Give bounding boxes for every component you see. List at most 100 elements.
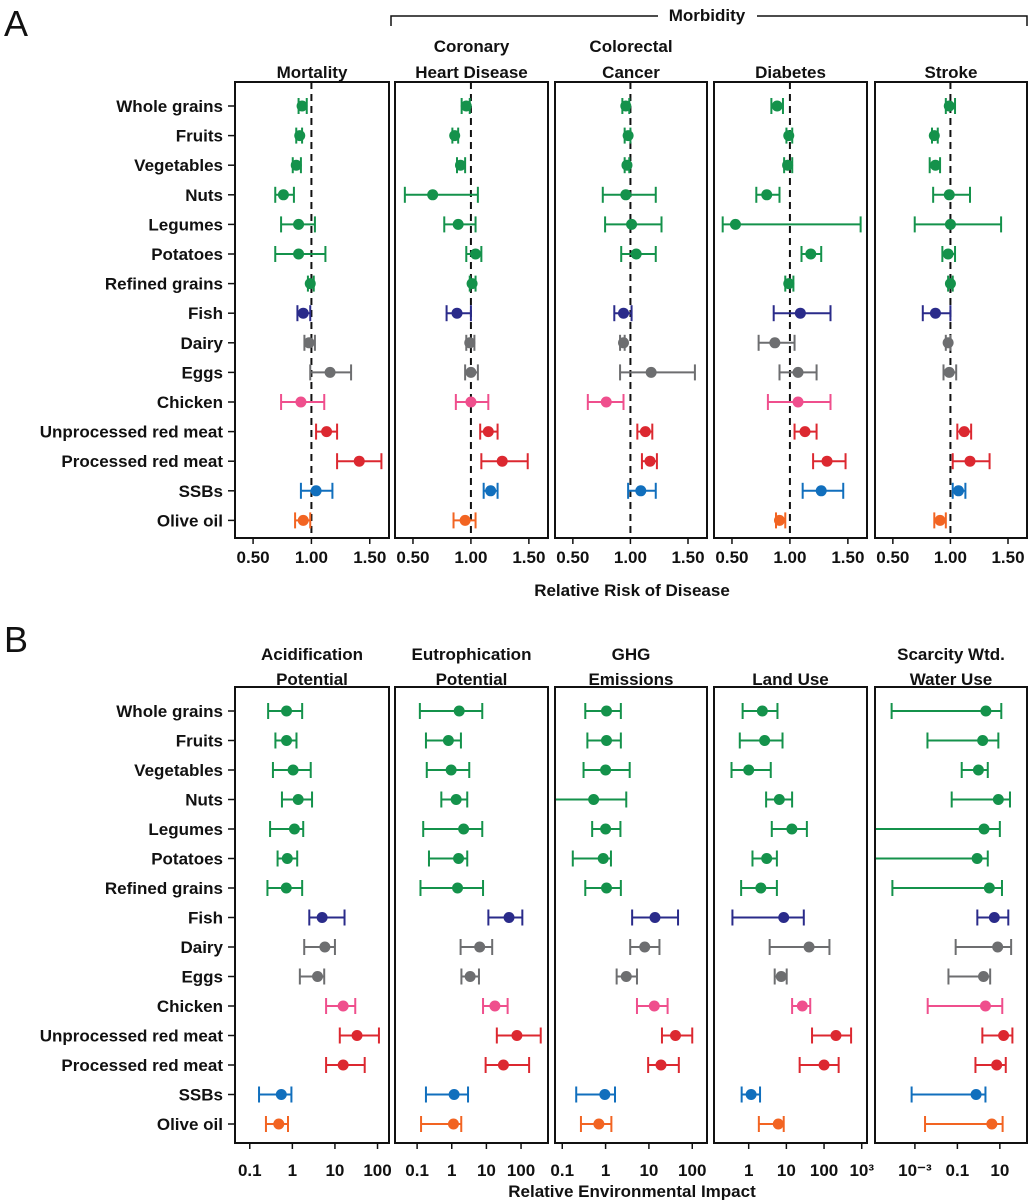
point-estimate — [451, 307, 463, 319]
point-estimate — [775, 971, 787, 982]
error-bar-potatoes — [620, 246, 657, 262]
point-estimate — [601, 882, 613, 894]
row-label: Chicken — [157, 997, 223, 1016]
point-estimate — [729, 218, 741, 230]
error-bar-vegetables — [928, 157, 942, 174]
row-label: Processed red meat — [61, 1056, 223, 1075]
x-tick-label: 1.00 — [773, 548, 806, 567]
error-bar-dairy — [303, 334, 316, 351]
panel-title: Acidification — [261, 645, 363, 664]
point-estimate — [992, 941, 1004, 953]
point-estimate — [759, 735, 771, 746]
panel-title: GHG — [612, 645, 651, 664]
point-estimate — [944, 278, 956, 290]
error-bar-vegetables — [782, 157, 794, 174]
error-bar-whole-grains — [890, 703, 1003, 719]
point-estimate — [427, 189, 439, 201]
x-tick-label: 1.50 — [671, 548, 704, 567]
row-label: Vegetables — [134, 156, 223, 175]
error-bar-legumes — [721, 216, 862, 233]
point-estimate — [943, 100, 955, 112]
point-estimate — [337, 1059, 349, 1071]
point-estimate — [830, 1030, 842, 1041]
error-bar-fruits — [294, 127, 306, 144]
row-label: Fish — [188, 304, 223, 323]
point-estimate — [618, 307, 630, 319]
point-estimate — [669, 1030, 681, 1041]
error-bar-eggs — [942, 364, 958, 381]
row-label: Whole grains — [116, 97, 223, 116]
point-estimate — [281, 853, 293, 864]
error-bar-legumes — [422, 821, 484, 837]
error-bar-nuts — [950, 791, 1011, 808]
point-estimate — [645, 366, 657, 378]
x-tick-label: 10³ — [849, 1161, 874, 1180]
point-estimate — [600, 823, 612, 835]
error-bar-processed-red-meat — [974, 1057, 1007, 1073]
error-bar-chicken — [325, 998, 357, 1014]
point-estimate — [273, 1118, 285, 1130]
error-bar-whole-grains — [267, 703, 304, 719]
error-bar-whole-grains — [770, 98, 784, 114]
point-estimate — [972, 764, 984, 776]
error-bar-fish — [296, 305, 312, 322]
point-estimate — [277, 189, 289, 201]
error-bar-refined-grains — [466, 275, 478, 292]
point-estimate — [449, 130, 461, 142]
panel-acidification-potential: Acidification Potential 0.1 1 10 100 — [234, 645, 392, 1180]
error-bar-legumes — [604, 216, 663, 233]
point-estimate — [618, 337, 630, 349]
point-estimate — [783, 278, 795, 290]
error-bar-nuts — [555, 791, 628, 808]
error-bar-eggs — [947, 968, 992, 985]
point-estimate — [928, 130, 940, 142]
error-bar-fish — [487, 909, 524, 926]
error-bar-processed-red-meat — [812, 453, 847, 470]
row-label: SSBs — [179, 482, 223, 501]
x-tick-label: 0.1 — [946, 1161, 970, 1180]
panel-frame — [234, 686, 390, 1144]
error-bar-refined-grains — [944, 275, 956, 292]
point-estimate — [337, 1000, 349, 1012]
row-label: SSBs — [179, 1086, 223, 1105]
error-bar-unprocessed-red-meat — [956, 423, 973, 440]
error-bar-ssbs — [910, 1086, 987, 1103]
row-label: Eggs — [181, 363, 223, 382]
point-estimate — [597, 853, 609, 864]
panel-frame — [713, 686, 868, 1144]
error-bar-whole-grains — [943, 98, 957, 114]
point-estimate — [324, 366, 336, 378]
error-bar-unprocessed-red-meat — [315, 423, 339, 440]
x-tick-label: 100 — [507, 1161, 535, 1180]
panel-scarcity-wtd-water-use: Scarcity Wtd. Water Use 10⁻³ 0.1 10 — [874, 645, 1028, 1180]
point-estimate — [971, 853, 983, 864]
error-bar-olive-oil — [757, 1116, 785, 1132]
figure-label-a: A — [4, 3, 28, 44]
error-bar-fish — [976, 909, 1010, 926]
error-bar-potatoes — [875, 850, 989, 867]
error-bar-legumes — [591, 821, 622, 837]
point-estimate — [292, 794, 304, 805]
error-bar-dairy — [757, 334, 796, 351]
error-bar-fruits — [783, 127, 795, 144]
morbidity-bracket: Morbidity — [390, 6, 1028, 26]
panel-title: Water Use — [910, 670, 993, 689]
point-estimate — [442, 735, 454, 746]
x-tick-label: 0.50 — [715, 548, 748, 567]
x-tick-label: 100 — [678, 1161, 706, 1180]
point-estimate — [297, 514, 309, 526]
point-estimate — [803, 941, 815, 953]
chart-B: Whole grains Fruits Vegetables Nuts Legumes P… — [40, 645, 1028, 1180]
point-estimate — [465, 366, 477, 378]
error-bar-unprocessed-red-meat — [636, 423, 654, 440]
error-bar-whole-grains — [620, 98, 632, 114]
point-estimate — [275, 1089, 287, 1100]
error-bar-fruits — [424, 732, 462, 749]
point-estimate — [815, 485, 827, 497]
point-estimate — [771, 100, 783, 112]
error-bar-processed-red-meat — [647, 1057, 680, 1073]
error-bar-vegetables — [425, 762, 471, 778]
point-estimate — [465, 396, 477, 408]
error-bar-refined-grains — [584, 880, 622, 896]
row-label: Chicken — [157, 393, 223, 412]
